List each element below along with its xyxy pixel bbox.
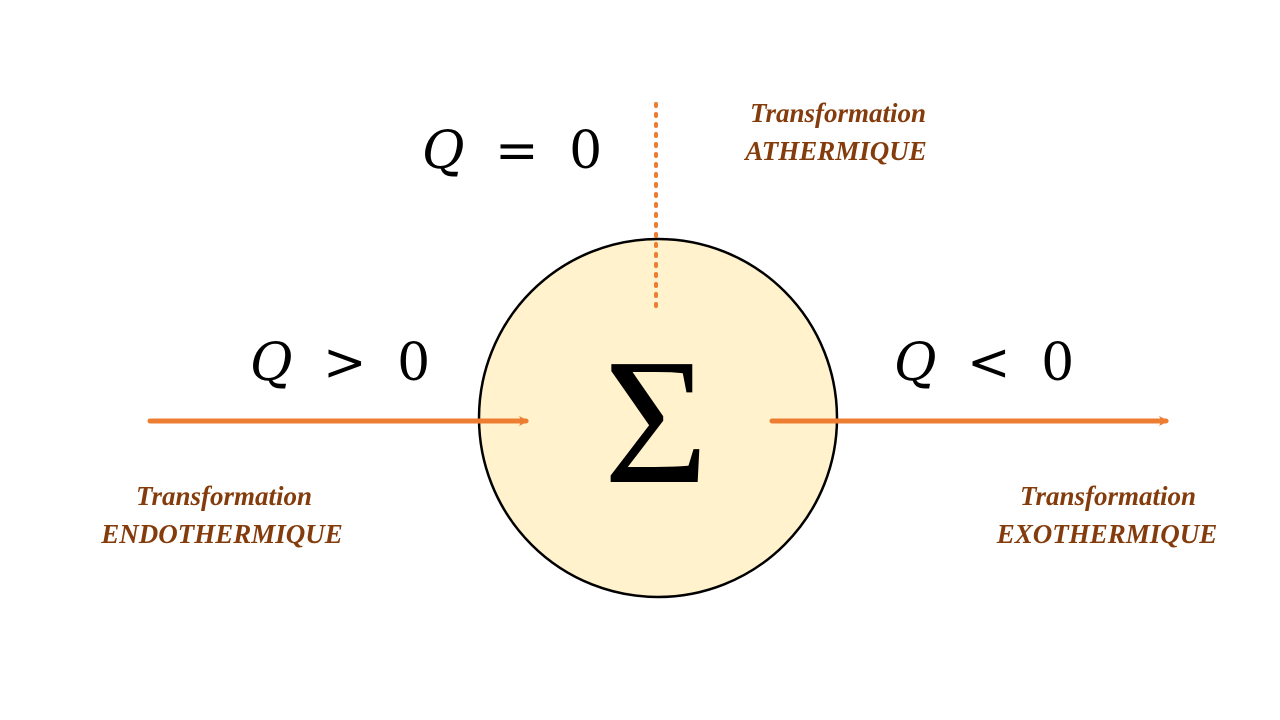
athermic-caption-line1: Transformation	[750, 98, 926, 128]
athermic-formula: Q = 0	[422, 121, 602, 181]
athermic-value: 0	[569, 121, 602, 181]
endothermic-caption-line1: Transformation	[136, 481, 312, 511]
athermic-caption-line2: ATHERMIQUE	[743, 136, 927, 166]
exothermic-formula: Q < 0	[894, 333, 1074, 393]
exothermic-variable: Q	[894, 333, 937, 393]
system-circle	[477, 237, 839, 599]
endothermic-value: 0	[397, 333, 430, 393]
athermic-variable: Q	[422, 121, 465, 181]
exothermic-relation: <	[967, 333, 1011, 393]
exothermic-caption-line2: EXOTHERMIQUE	[996, 519, 1218, 549]
endothermic-caption-line2: ENDOTHERMIQUE	[100, 519, 343, 549]
athermic-relation: =	[495, 121, 539, 181]
endothermic-formula: Q > 0	[250, 333, 430, 393]
endothermic-relation: >	[323, 333, 367, 393]
exothermic-caption-line1: Transformation	[1020, 481, 1196, 511]
system-symbol: Σ	[604, 322, 709, 521]
endothermic-variable: Q	[250, 333, 293, 393]
exothermic-value: 0	[1041, 333, 1074, 393]
